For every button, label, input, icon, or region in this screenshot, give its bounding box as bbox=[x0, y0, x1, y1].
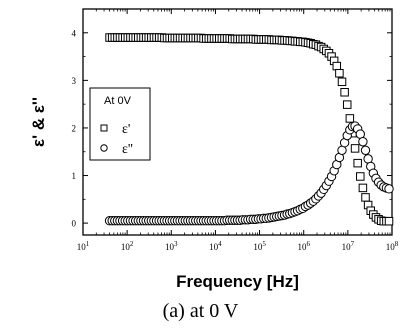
chart: 101 102 103 104 105 106 107 108 0 1 2 3 4 At 0V ε' ε''… bbox=[29, 8, 399, 291]
x-tick-label: 105 bbox=[253, 240, 266, 252]
x-axis-title: Frequency [Hz] bbox=[176, 272, 299, 291]
axis-labels: Frequency [Hz] ε' & ε'' bbox=[29, 97, 299, 291]
legend-circle-marker bbox=[100, 144, 108, 152]
eps-prime-point bbox=[340, 88, 349, 97]
eps-double-prime-point bbox=[384, 184, 394, 194]
legend-square-marker bbox=[100, 124, 108, 132]
data-points bbox=[104, 33, 394, 226]
x-tick-label: 103 bbox=[165, 240, 178, 252]
legend: At 0V ε' ε'' bbox=[89, 87, 151, 161]
eps-prime-point bbox=[342, 100, 352, 109]
legend-entry-label: ε'' bbox=[122, 142, 133, 157]
x-tick-label: 106 bbox=[297, 240, 310, 252]
eps-prime-point bbox=[353, 158, 362, 168]
eps-prime-point bbox=[350, 144, 360, 153]
eps-double-prime-point bbox=[360, 145, 371, 156]
axis-ticks: 101 102 103 104 105 106 107 108 0 1 2 3 4 bbox=[72, 9, 399, 252]
y-tick-label: 0 bbox=[72, 219, 77, 229]
y-tick-label: 1 bbox=[72, 171, 77, 181]
x-tick-label: 104 bbox=[209, 240, 222, 252]
y-axis-title: ε' & ε'' bbox=[29, 97, 48, 147]
x-tick-label: 102 bbox=[121, 240, 134, 252]
eps-prime-point bbox=[345, 114, 355, 123]
eps-prime-point bbox=[356, 172, 365, 181]
eps-prime-point bbox=[337, 77, 347, 87]
x-tick-label: 107 bbox=[342, 240, 355, 252]
plot-frame bbox=[82, 8, 393, 236]
eps-prime-point bbox=[361, 193, 370, 202]
x-tick-label: 108 bbox=[386, 240, 399, 252]
y-tick-label: 4 bbox=[72, 28, 77, 38]
y-tick-label: 3 bbox=[72, 76, 77, 86]
x-tick-label: 101 bbox=[77, 240, 90, 252]
eps-double-prime-point bbox=[358, 137, 368, 147]
eps-prime-point bbox=[335, 68, 344, 78]
eps-prime-point bbox=[384, 216, 394, 226]
y-tick-label: 2 bbox=[72, 123, 77, 133]
plot-area-border bbox=[82, 8, 393, 236]
legend-entry-label: ε' bbox=[122, 122, 130, 137]
figure-caption: (a) at 0 V bbox=[162, 300, 239, 322]
eps-prime-point bbox=[332, 61, 342, 71]
eps-prime-point bbox=[358, 183, 368, 193]
legend-title: At 0V bbox=[104, 95, 132, 107]
legend-box bbox=[89, 87, 151, 161]
